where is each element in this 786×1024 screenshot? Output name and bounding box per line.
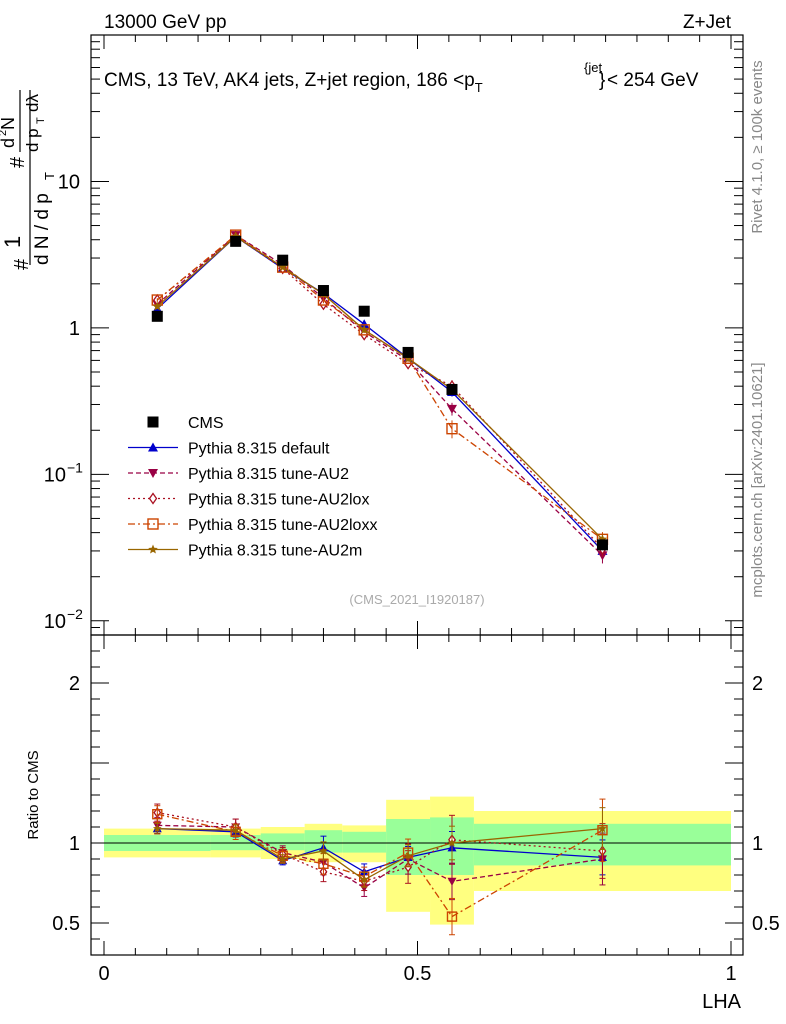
ratio-point-3 [446,911,458,922]
ratio-point-4 [359,875,369,884]
svg-text:}: } [599,70,605,91]
legend-label-0: CMS [188,415,224,432]
svg-text:2: 2 [0,130,9,136]
band-green-2 [260,833,305,851]
legend-label-3: Pythia 8.315 tune-AU2lox [188,492,369,509]
series-point-1 [446,404,457,414]
svg-text:#: # [11,258,33,270]
series-point-3 [446,422,458,435]
data-point [277,254,289,266]
data-point [402,346,414,358]
svg-text:d: d [0,138,18,148]
legend-marker-4 [147,518,159,530]
ratio-line-1 [157,824,603,889]
svg-text:T: T [35,117,47,124]
ratio-ylabel: Ratio to CMS [25,750,42,839]
ratio-line-4 [157,827,603,881]
ratio-bands [104,796,731,925]
ratio-tick-label-right: 1 [752,833,763,855]
y-tick-label-exp: −1 [67,459,83,475]
legend-marker-2 [148,469,158,478]
svg-text:dλ: dλ [23,94,42,112]
data-point [358,305,370,317]
y-tick-label: 1 [69,318,80,340]
legend-label-1: Pythia 8.315 default [188,441,330,458]
ratio-point-3 [152,809,163,820]
series-line-4 [156,235,603,540]
y-tick-label: 10 [44,464,66,486]
svg-text:d N / d p: d N / d p [32,193,53,265]
y-tick-label-exp: −2 [67,606,83,622]
main-ylabel: # 1 d N / d p T # d 2N d p Tdλ [0,90,57,270]
series-point-0 [359,319,370,329]
data-point [230,235,242,247]
ratio-point-4 [231,825,240,834]
series-point-4 [359,324,369,334]
ratio-point-4 [403,851,413,860]
x-tick-label: 1 [725,963,736,985]
ratio-point-1 [447,877,457,886]
y-tick-label: 10 [58,171,80,193]
header-left: 13000 GeV pp [104,12,227,33]
analysis-id: (CMS_2021_I1920187) [349,592,484,607]
rivet-label: Rivet 4.1.0, ≥ 100k events [749,60,766,233]
legend-marker-data [147,416,159,428]
legend-label-4: Pythia 8.315 tune-AU2loxx [188,517,377,534]
mcplots-label: mcplots.cern.ch [arXiv:2401.10621] [749,362,766,597]
x-tick-label: 0.5 [404,963,432,985]
ratio-line-3 [157,813,603,918]
legend-label-2: Pythia 8.315 tune-AU2 [188,466,349,483]
series-line-3 [156,234,603,540]
svg-text:#: # [7,156,29,168]
svg-text:{jet: {jet [584,60,602,75]
y-tick-label: 10 [44,611,66,633]
ratio-tick-label-left: 2 [69,673,80,695]
ratio-point-4 [447,838,457,847]
ratio-tick-label-left: 0.5 [52,913,80,935]
svg-text:1: 1 [0,236,25,248]
svg-text:T: T [42,172,57,180]
band-green-4 [342,831,387,853]
series-point-4 [152,301,163,311]
legend-marker-5 [148,544,158,554]
ratio-point-4 [278,854,287,863]
data-point [317,285,329,297]
svg-text:N: N [0,117,18,130]
chart-title: CMS, 13 TeV, AK4 jets, Z+jet region, 186… [104,60,699,95]
ratio-tick-label-right: 2 [752,673,763,695]
legend-marker-1 [148,442,158,452]
svg-text:< 254 GeV: < 254 GeV [607,70,699,91]
legend-label-5: Pythia 8.315 tune-AU2m [188,543,362,560]
data-point [596,539,608,551]
ratio-point-4 [319,846,328,855]
data-point [151,310,163,322]
series-point-4 [277,262,288,272]
ratio-point-4 [153,824,162,833]
header-right: Z+Jet [683,12,732,33]
x-tick-label: 0 [98,963,109,985]
svg-text:d p: d p [23,128,42,152]
x-axis-label: LHA [702,991,742,1013]
ratio-tick-label-left: 1 [69,833,80,855]
data-point [446,383,458,395]
legend-marker-3 [148,492,158,505]
ratio-line-0 [157,827,603,873]
svg-text:CMS, 13 TeV, AK4 jets, Z+jet r: CMS, 13 TeV, AK4 jets, Z+jet region, 186… [104,70,483,95]
ratio-tick-label-right: 0.5 [752,913,780,935]
ratio-point-4 [598,824,607,833]
legend: CMS Pythia 8.315 default Pythia 8.315 tune… [128,415,377,560]
